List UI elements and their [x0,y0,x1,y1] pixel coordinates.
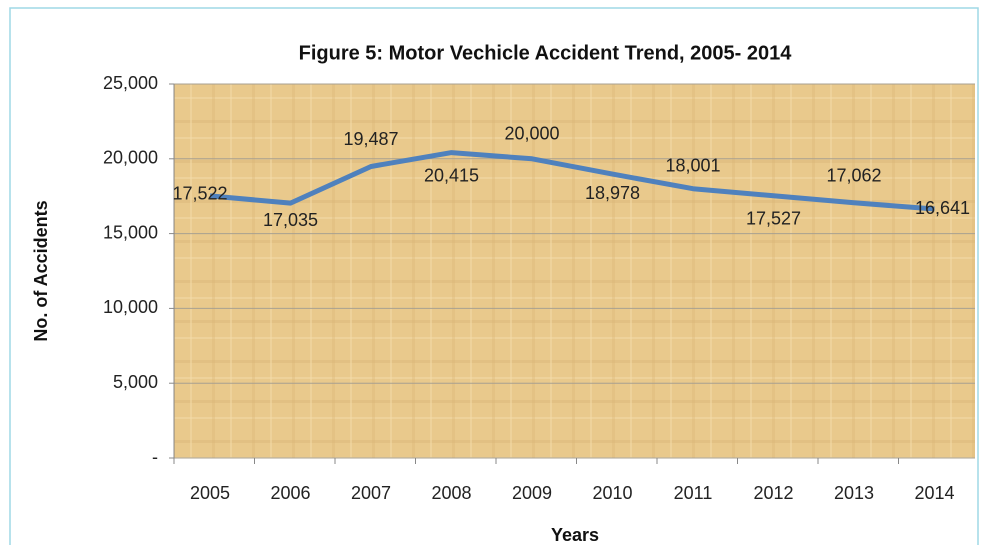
y-tick-label: 20,000 [103,148,158,168]
y-tick-label: 25,000 [103,73,158,93]
frame [9,7,979,545]
y-tick-label: 5,000 [113,372,158,392]
data-label: 17,527 [746,209,801,229]
data-label: 17,062 [826,166,881,186]
data-label: 16,641 [915,198,970,218]
y-axis-title: No. of Accidents [31,200,51,341]
data-label: 20,000 [504,124,559,144]
data-label: 17,035 [263,210,318,230]
x-axis-title: Years [551,525,599,545]
x-tick-label: 2009 [512,483,552,503]
x-tick-label: 2010 [592,483,632,503]
x-tick-label: 2007 [351,483,391,503]
y-tick-label: 15,000 [103,222,158,242]
data-label: 18,001 [665,155,720,175]
x-tick-label: 2006 [270,483,310,503]
x-tick-label: 2008 [431,483,471,503]
y-tick-label: 10,000 [103,297,158,317]
data-label: 19,487 [343,129,398,149]
x-tick-label: 2013 [834,483,874,503]
data-label: 20,415 [424,165,479,185]
x-tick-label: 2011 [674,483,713,503]
x-tick-label: 2014 [914,483,954,503]
plot-area [174,84,975,458]
x-tick-label: 2005 [190,483,230,503]
data-label: 17,522 [172,184,227,204]
y-tick-label: - [152,447,158,467]
x-tick-label: 2012 [753,483,793,503]
data-line [209,150,935,212]
chart-title: Figure 5: Motor Vechicle Accident Trend,… [299,42,793,64]
data-label: 18,978 [585,183,640,203]
